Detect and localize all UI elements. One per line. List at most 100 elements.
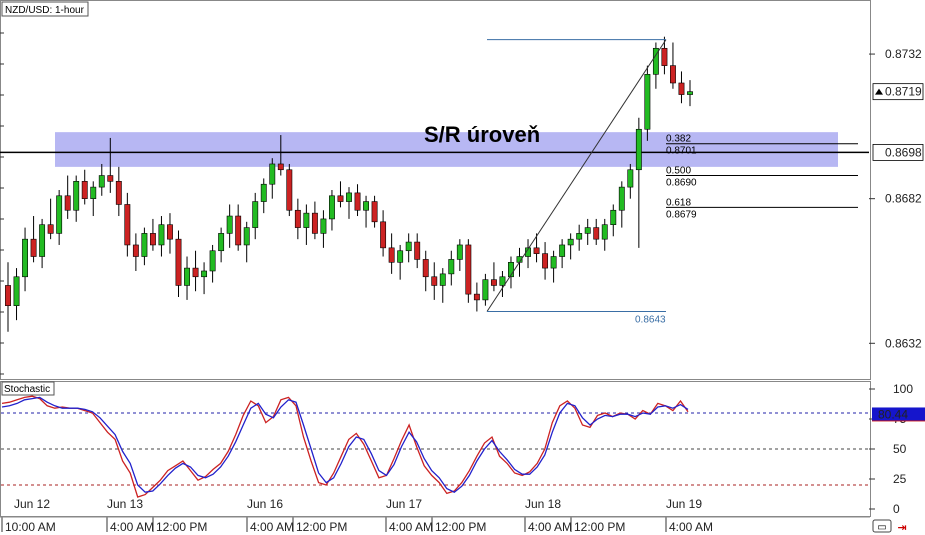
price-badge-label: 0.8698 — [885, 145, 922, 159]
candle-down — [354, 192, 361, 211]
stoch-tick-label: 25 — [893, 472, 907, 486]
candles-layer — [5, 36, 693, 332]
candle-down — [235, 215, 242, 246]
candle-up — [158, 224, 165, 246]
candle-up — [13, 276, 20, 306]
candle-up — [73, 181, 80, 211]
close-panel-icon[interactable] — [895, 520, 909, 532]
candle-up — [499, 276, 506, 286]
time-label: 4:00 AM — [528, 520, 572, 534]
time-label: 4:00 AM — [110, 520, 154, 534]
date-label: Jun 13 — [107, 497, 143, 511]
price-badge — [872, 143, 924, 161]
candle-down — [678, 82, 685, 95]
stoch-value-label: 80.44 — [878, 407, 908, 421]
candle-down — [167, 224, 173, 240]
candle-up — [405, 241, 412, 252]
scroll-toggle-glyph: ▭ — [877, 522, 886, 533]
candle-down — [465, 244, 472, 295]
candle-up — [252, 201, 259, 228]
candle-up — [618, 186, 625, 211]
candle-down — [124, 204, 131, 246]
price-tick-label: 0.8732 — [885, 47, 922, 61]
stoch-tick-label: 0 — [893, 502, 900, 516]
time-label: 12:00 PM — [296, 520, 347, 534]
candle-up — [652, 47, 659, 75]
time-label: 12:00 PM — [156, 520, 207, 534]
price-up-arrow-icon — [875, 88, 883, 95]
candle-up — [448, 259, 455, 275]
candle-up — [635, 128, 642, 171]
candle-up — [525, 247, 531, 257]
date-label: Jun 16 — [247, 497, 283, 511]
candle-up — [98, 175, 105, 188]
candle-up — [508, 262, 514, 278]
candle-up — [439, 273, 446, 286]
candle-up — [644, 74, 651, 130]
candle-up — [482, 279, 489, 301]
candle-down — [593, 227, 600, 240]
candle-down — [64, 195, 71, 211]
candle-up — [559, 244, 566, 257]
candle-up — [303, 212, 310, 228]
fib-level-price: 0.8690 — [666, 178, 697, 189]
candle-up — [243, 227, 250, 246]
time-label: 12:00 PM — [435, 520, 486, 534]
candle-up — [22, 238, 28, 278]
price-badge — [872, 83, 924, 101]
price-tick-label: 0.8682 — [885, 192, 922, 206]
price-axis: 0.8732 0.8682 0.8632 0.8719 0.8698 — [869, 47, 924, 350]
candle-up — [687, 91, 693, 95]
close-arrow-glyph: ⇥ — [897, 521, 906, 534]
scroll-toggle-icon[interactable] — [872, 519, 892, 533]
price-badge-label: 0.8719 — [885, 85, 922, 99]
candle-down — [337, 195, 344, 202]
candle-down — [473, 293, 480, 301]
candle-down — [670, 65, 676, 84]
fib-level-ratio: 0.382 — [666, 134, 691, 145]
chart-title-box — [1, 1, 89, 17]
date-label: Jun 19 — [666, 497, 702, 511]
candle-down — [149, 233, 156, 246]
time-label: 4:00 AM — [250, 520, 294, 534]
stochastic-layer: 100755025074.6580.44 — [1, 382, 925, 516]
candle-down — [115, 181, 122, 205]
candle-down — [431, 276, 438, 286]
candle-down — [277, 163, 284, 171]
candle-up — [627, 169, 634, 188]
candle-down — [47, 224, 54, 234]
candle-up — [260, 183, 267, 202]
candle-down — [30, 238, 37, 257]
date-label: Jun 17 — [386, 497, 422, 511]
candle-down — [107, 175, 114, 182]
candle-up — [226, 215, 233, 234]
candle-down — [192, 267, 199, 278]
candle-up — [610, 209, 617, 226]
candle-up — [584, 227, 591, 234]
candle-up — [567, 238, 574, 246]
candle-down — [388, 247, 395, 263]
candle-down — [81, 181, 88, 199]
stoch-tick-label: 50 — [893, 442, 907, 456]
sr-zone-layer — [0, 132, 869, 167]
fib-low-label: 0.8643 — [635, 314, 666, 325]
date-label: Jun 12 — [14, 497, 50, 511]
date-label: Jun 18 — [525, 497, 561, 511]
time-label: 12:00 PM — [574, 520, 625, 534]
stoch-k-line — [1, 395, 689, 498]
time-label: 4:00 AM — [669, 520, 713, 534]
fib-level-ratio: 0.500 — [666, 166, 691, 177]
candle-down — [422, 259, 429, 278]
candle-down — [132, 244, 139, 257]
candle-up — [550, 256, 557, 269]
candle-down — [294, 209, 301, 228]
candle-down — [661, 47, 668, 66]
stochastic-title: Stochastic — [4, 384, 50, 395]
time-axis: Jun 12 Jun 13 Jun 16 Jun 17 Jun 18 Jun 19 10:0… — [0, 497, 870, 534]
price-tick-label: 0.8632 — [885, 336, 922, 350]
fib-level-price: 0.8679 — [666, 209, 697, 220]
stoch-value-badge — [872, 407, 925, 421]
